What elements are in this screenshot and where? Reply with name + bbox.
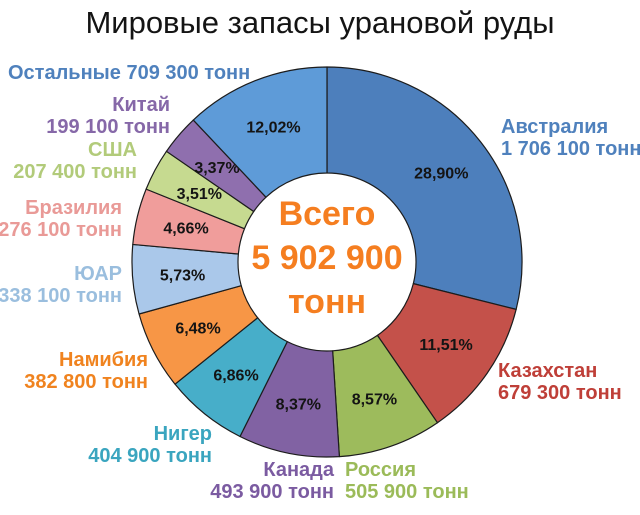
country-name: Россия bbox=[345, 459, 417, 481]
pie-slice-others bbox=[192, 66, 328, 198]
slice-percent-russia: 8,57% bbox=[352, 392, 397, 409]
label-usa: США 207 400 тонн bbox=[13, 139, 137, 183]
pie-slice-australia bbox=[326, 66, 523, 310]
country-tons: 338 100 тонн bbox=[0, 285, 122, 307]
country-name: Нигер bbox=[153, 423, 212, 445]
country-tons: 679 300 тонн bbox=[498, 382, 622, 404]
country-tons: 1 706 100 тонн bbox=[501, 138, 640, 160]
total-value: 5 902 900 bbox=[251, 239, 403, 277]
chart-title: Мировые запасы урановой руды bbox=[85, 5, 555, 40]
label-australia: Австралия 1 706 100 тонн bbox=[501, 116, 640, 160]
country-name: Остальные bbox=[8, 62, 121, 84]
label-brazil: Бразилия 276 100 тонн bbox=[0, 197, 122, 241]
label-others: Остальные 709 300 тонн bbox=[8, 62, 250, 84]
label-namibia: Намибия 382 800 тонн bbox=[24, 349, 148, 393]
country-name: Бразилия bbox=[25, 197, 122, 219]
country-name: Канада bbox=[263, 459, 334, 481]
country-name: ЮАР bbox=[74, 263, 122, 285]
slice-percent-australia: 28,90% bbox=[414, 165, 468, 182]
country-name: США bbox=[88, 139, 137, 161]
country-name: Казахстан bbox=[498, 360, 598, 382]
slice-percent-usa: 3,51% bbox=[177, 186, 222, 203]
country-tons: 709 300 тонн bbox=[126, 62, 251, 84]
country-tons: 493 900 тонн bbox=[210, 481, 334, 503]
label-south-africa: ЮАР 338 100 тонн bbox=[0, 263, 122, 307]
label-niger: Нигер 404 900 тонн bbox=[88, 423, 212, 467]
country-tons: 382 800 тонн bbox=[24, 371, 148, 393]
slice-percent-kazakhstan: 11,51% bbox=[419, 337, 472, 354]
donut-center-total: Всего 5 902 900 тонн bbox=[217, 192, 437, 332]
country-name: Австралия bbox=[501, 116, 609, 138]
country-tons: 207 400 тонн bbox=[13, 161, 137, 183]
total-units: тонн bbox=[287, 283, 367, 321]
label-kazakhstan: Казахстан 679 300 тонн bbox=[498, 360, 622, 404]
slice-percent-namibia: 6,48% bbox=[175, 321, 220, 338]
slice-percent-china: 3,37% bbox=[194, 160, 239, 177]
country-name: Китай bbox=[112, 94, 170, 116]
total-caption: Всего bbox=[278, 195, 376, 233]
slice-percent-brazil: 4,66% bbox=[163, 221, 208, 238]
country-tons: 276 100 тонн bbox=[0, 219, 122, 241]
slice-percent-canada: 8,37% bbox=[276, 397, 321, 414]
country-name: Намибия bbox=[59, 349, 148, 371]
country-tons: 505 900 тонн bbox=[345, 481, 469, 503]
country-tons: 199 100 тонн bbox=[46, 116, 170, 138]
slice-percent-south-africa: 5,73% bbox=[160, 268, 205, 285]
label-canada: Канада 493 900 тонн bbox=[210, 459, 334, 503]
slice-percent-others: 12,02% bbox=[246, 120, 300, 137]
slice-percent-niger: 6,86% bbox=[213, 367, 258, 384]
country-tons: 404 900 тонн bbox=[88, 445, 212, 467]
label-russia: Россия 505 900 тонн bbox=[345, 459, 469, 503]
label-china: Китай 199 100 тонн bbox=[46, 94, 170, 138]
